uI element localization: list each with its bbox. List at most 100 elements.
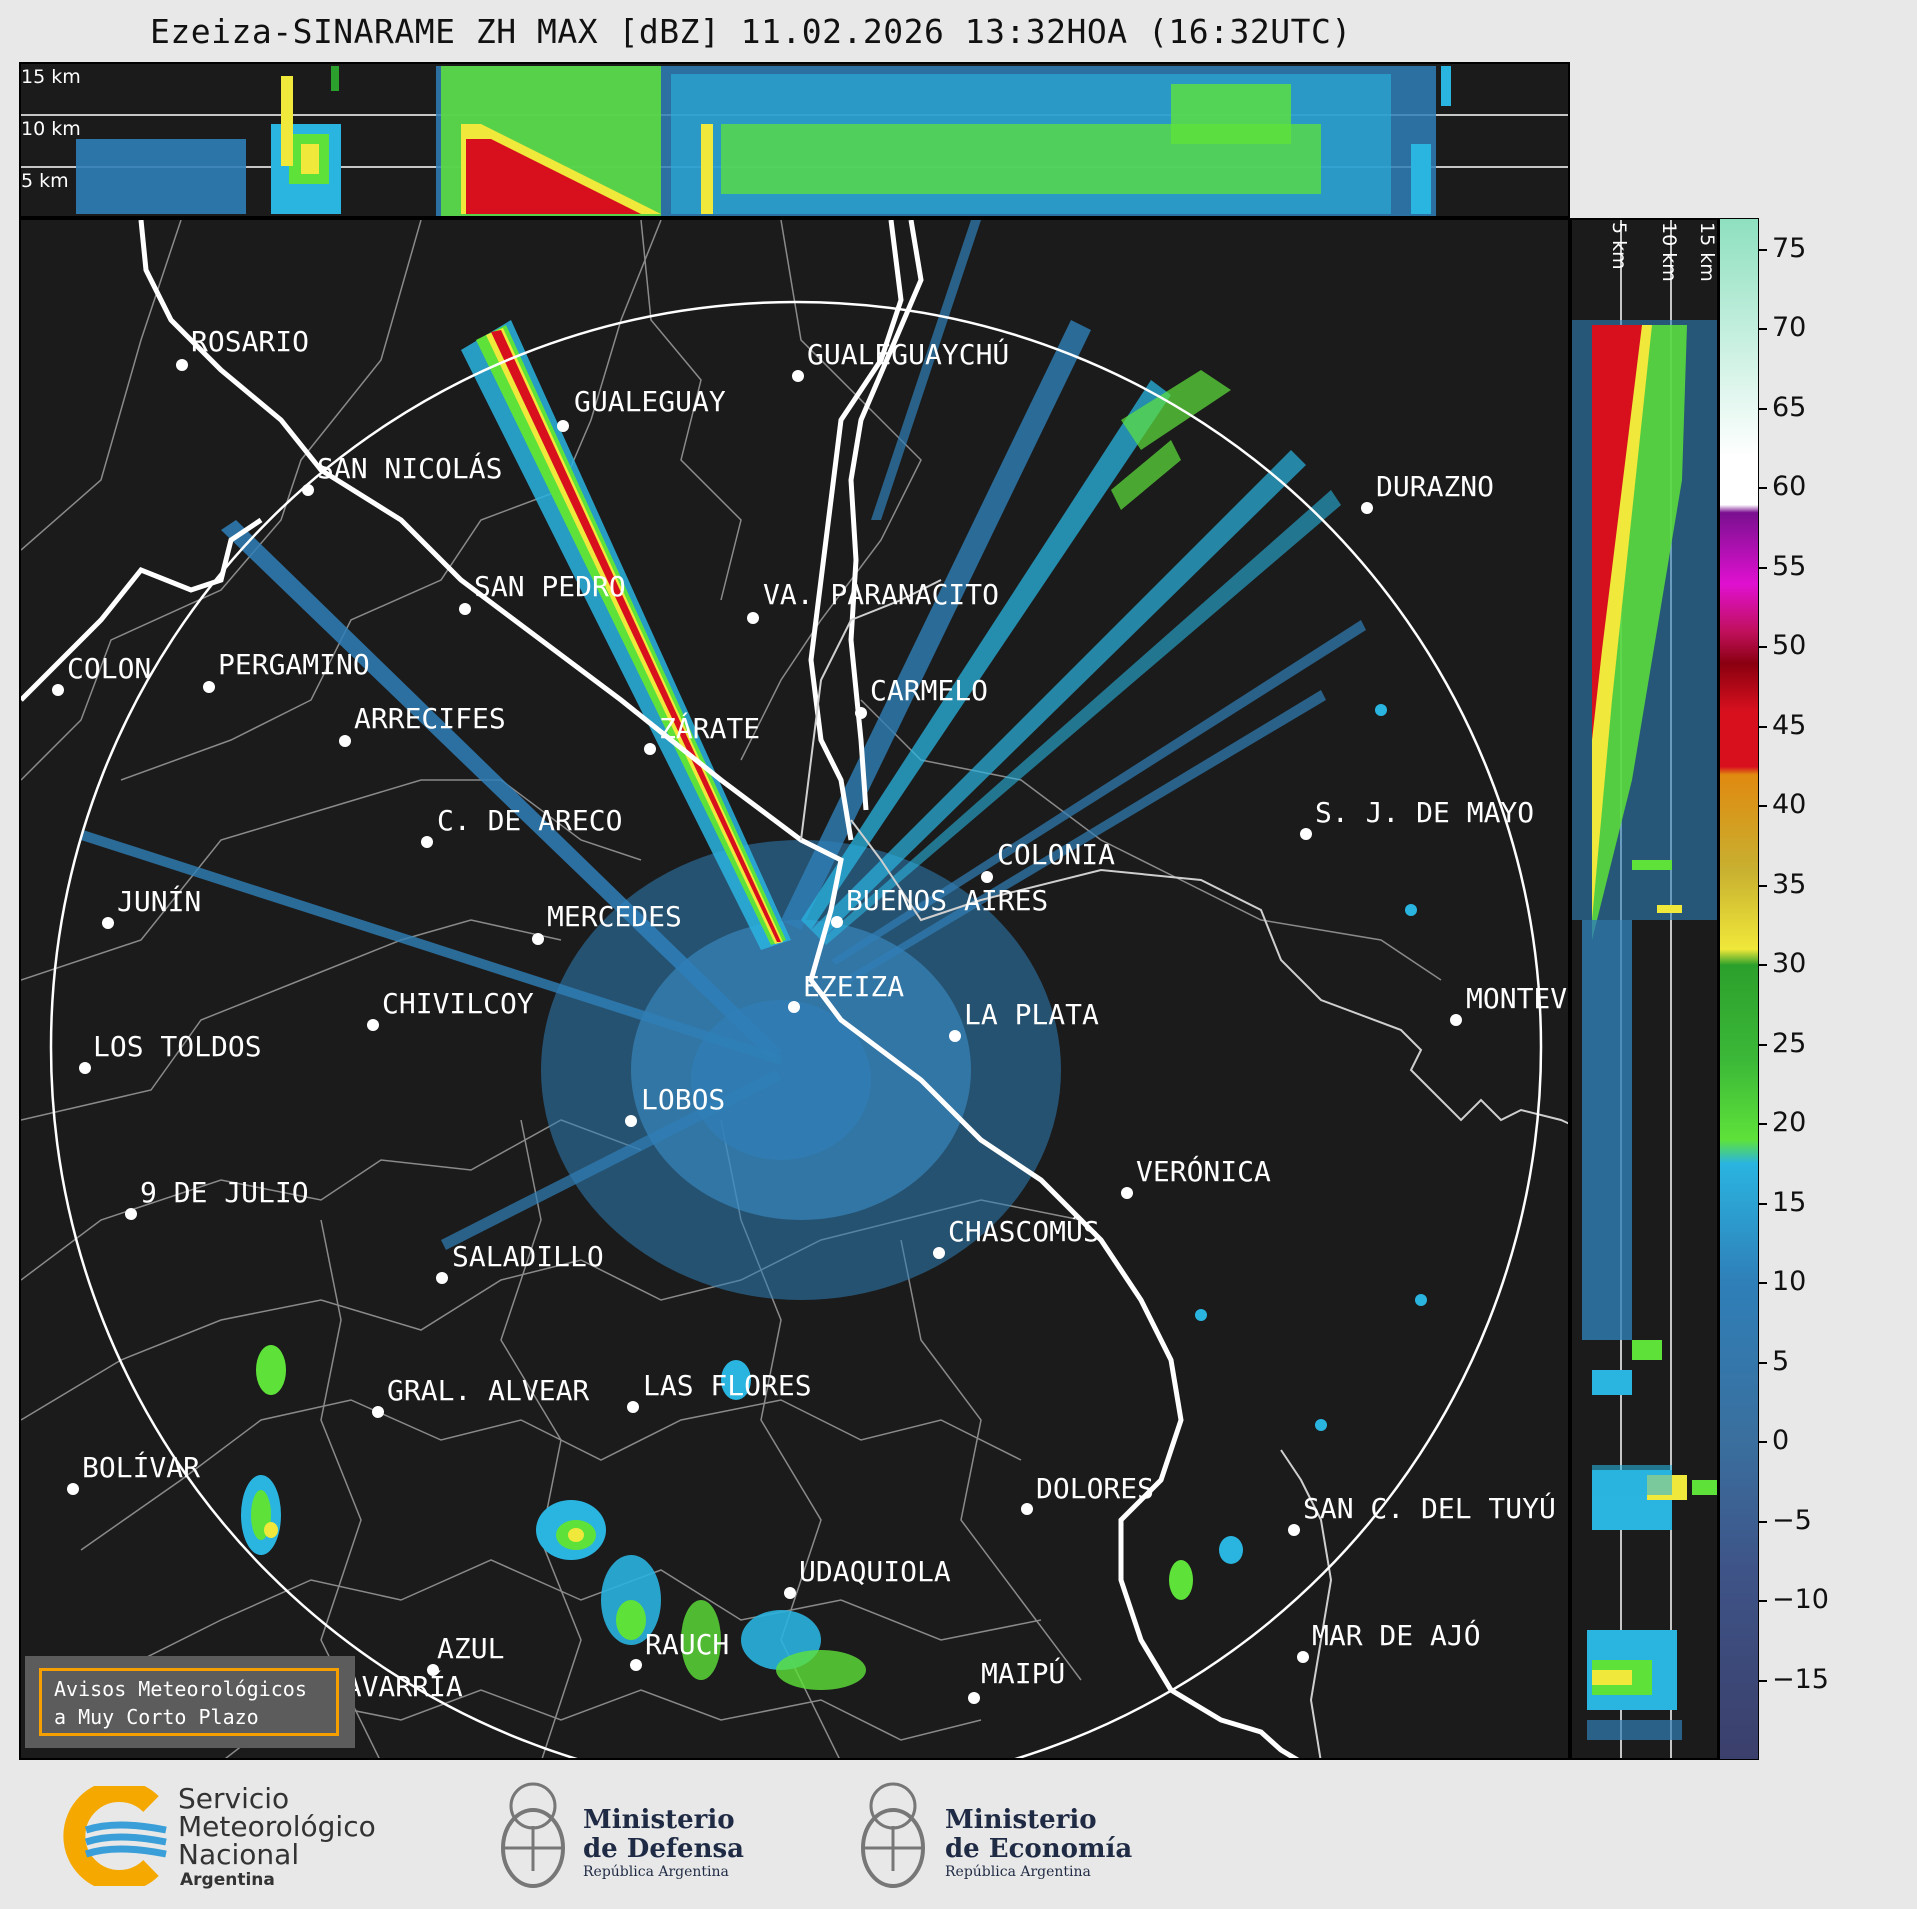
range-ring — [49, 300, 1543, 1758]
city-dot-maipu — [968, 1692, 980, 1704]
city-dot-carmelo — [855, 707, 867, 719]
city-label-pergamino: PERGAMINO — [218, 648, 370, 681]
smn-country: Argentina — [180, 1870, 275, 1890]
city-dot-gualeguay — [557, 420, 569, 432]
city-label-va-paranacito: VA. PARANACITO — [763, 578, 1000, 611]
city-label-ezeiza: EZEIZA — [803, 970, 905, 1003]
city-dot-chascomus — [933, 1247, 945, 1259]
side-cross-section-echoes — [1572, 220, 1717, 1758]
city-label-colon: COLON — [67, 652, 152, 685]
city-label-c-de-areco: C. DE ARECO — [437, 804, 623, 837]
city-dot-dolores — [1021, 1503, 1033, 1515]
colorbar-tick-label: 5 — [1772, 1345, 1790, 1377]
smn-logo-icon — [63, 1786, 167, 1886]
city-label-mercedes: MERCEDES — [547, 900, 682, 933]
city-label-udaquiola: UDAQUIOLA — [799, 1555, 951, 1588]
city-dot-durazno — [1361, 502, 1373, 514]
top-km-label-5: 5 km — [21, 170, 69, 192]
city-label-mar-de-ajo: MAR DE AJÓ — [1312, 1619, 1481, 1652]
city-dot-san-pedro — [459, 603, 471, 615]
city-dot-gral-alvear — [372, 1406, 384, 1418]
radar-map-panel: ROSARIO GUALEGUAYCHÚ GUALEGUAY SAN NICOL… — [19, 218, 1570, 1760]
colorbar-tick-label: −5 — [1772, 1504, 1812, 1536]
city-dot-pergamino — [203, 681, 215, 693]
colorbar-tick — [1759, 884, 1767, 887]
colorbar-tick-label: 55 — [1772, 550, 1807, 582]
city-label-maipu: MAIPÚ — [981, 1657, 1066, 1690]
smn-line-3: Nacional — [178, 1838, 300, 1871]
city-label-san-c-del-tuyu: SAN C. DEL TUYÚ — [1303, 1492, 1556, 1525]
colorbar-tick-label: 10 — [1772, 1266, 1807, 1298]
city-label-chascomus: CHASCOMÚS — [948, 1215, 1100, 1248]
colorbar-tick-label: 75 — [1772, 232, 1807, 264]
city-label-gualeguaychu: GUALEGUAYCHÚ — [807, 338, 1010, 371]
colorbar-tick-label: 15 — [1772, 1186, 1807, 1218]
side-km-label-10: 10 km — [1658, 222, 1680, 282]
city-label-azul: AZUL — [437, 1632, 505, 1665]
city-dot-rauch — [630, 1659, 642, 1671]
side-cross-section-panel: 5 km 10 km 15 km — [1570, 218, 1719, 1760]
city-dot-bolivar — [67, 1483, 79, 1495]
city-label-carmelo: CARMELO — [870, 674, 989, 707]
colorbar-tick-label: 65 — [1772, 391, 1807, 423]
colorbar-tick — [1759, 805, 1767, 808]
city-dot-veronica — [1121, 1187, 1133, 1199]
city-dot-colon — [52, 684, 64, 696]
colorbar-tick-label: 35 — [1772, 868, 1807, 900]
radar-echoes — [81, 220, 1427, 1690]
city-label-buenos-aires: BUENOS AIRES — [846, 884, 1049, 917]
city-dot-c-de-areco — [421, 836, 433, 848]
city-label-los-toldos: LOS TOLDOS — [93, 1030, 262, 1063]
chart-title: Ezeiza-SINARAME ZH MAX [dBZ] 11.02.2026 … — [150, 12, 1352, 51]
colorbar-tick — [1759, 1600, 1767, 1603]
city-label-bolivar: BOLÍVAR — [82, 1451, 201, 1484]
top-cross-section-echoes — [21, 66, 1568, 216]
warning-box-frame: Avisos Meteorológicos a Muy Corto Plazo — [39, 1668, 339, 1736]
city-dot-los-toldos — [79, 1062, 91, 1074]
colorbar-tick — [1759, 248, 1767, 251]
city-dot-mar-de-ajo — [1297, 1651, 1309, 1663]
city-label-rosario: ROSARIO — [191, 325, 310, 358]
city-dot-arrecifes — [339, 735, 351, 747]
city-label-montevideo: MONTEV — [1466, 982, 1568, 1015]
economia-line-1: Ministerio — [945, 1805, 1097, 1835]
city-label-durazno: DURAZNO — [1376, 470, 1495, 503]
city-dot-san-c-del-tuyu — [1288, 1524, 1300, 1536]
colorbar-tick-label: 30 — [1772, 948, 1807, 980]
colorbar-tick — [1759, 1282, 1767, 1285]
warning-box[interactable]: Avisos Meteorológicos a Muy Corto Plazo — [25, 1656, 355, 1748]
colorbar-tick-label: 20 — [1772, 1107, 1807, 1139]
economia-sub: República Argentina — [945, 1864, 1091, 1880]
city-dot-udaquiola — [784, 1587, 796, 1599]
radar-map — [21, 220, 1568, 1758]
economia-line-2: de Economía — [945, 1834, 1133, 1864]
colorbar-tick — [1759, 566, 1767, 569]
city-label-veronica: VERÓNICA — [1136, 1155, 1271, 1188]
colorbar-tick — [1759, 407, 1767, 410]
city-label-dolores: DOLORES — [1036, 1472, 1155, 1505]
colorbar-tick — [1759, 964, 1767, 967]
colorbar-tick — [1759, 1679, 1767, 1682]
colorbar-tick — [1759, 1520, 1767, 1523]
city-label-gualeguay: GUALEGUAY — [574, 385, 726, 418]
colorbar-tick — [1759, 1202, 1767, 1205]
city-dot-montevideo — [1450, 1014, 1462, 1026]
colorbar-tick — [1759, 487, 1767, 490]
city-dot-san-nicolas — [302, 484, 314, 496]
city-dot-saladillo — [436, 1272, 448, 1284]
smn-line-2: Meteorológico — [178, 1810, 376, 1843]
coastline-rivers — [21, 220, 1300, 1758]
top-km-label-15: 15 km — [21, 66, 81, 88]
side-km-label-15: 15 km — [1696, 222, 1718, 282]
defensa-coat-of-arms-icon — [501, 1782, 565, 1888]
defensa-line-2: de Defensa — [583, 1834, 744, 1864]
city-dot-rosario — [176, 359, 188, 371]
colorbar-tick — [1759, 1361, 1767, 1364]
colorbar-tick-label: 25 — [1772, 1027, 1807, 1059]
city-label-zarate: ZÁRATE — [659, 712, 761, 745]
colorbar-tick — [1759, 328, 1767, 331]
city-label-lobos: LOBOS — [641, 1083, 726, 1116]
city-dot-gualeguaychu — [792, 370, 804, 382]
dbz-colorbar — [1719, 218, 1759, 1760]
smn-logo-text: Servicio Meteorológico Nacional — [178, 1785, 376, 1869]
